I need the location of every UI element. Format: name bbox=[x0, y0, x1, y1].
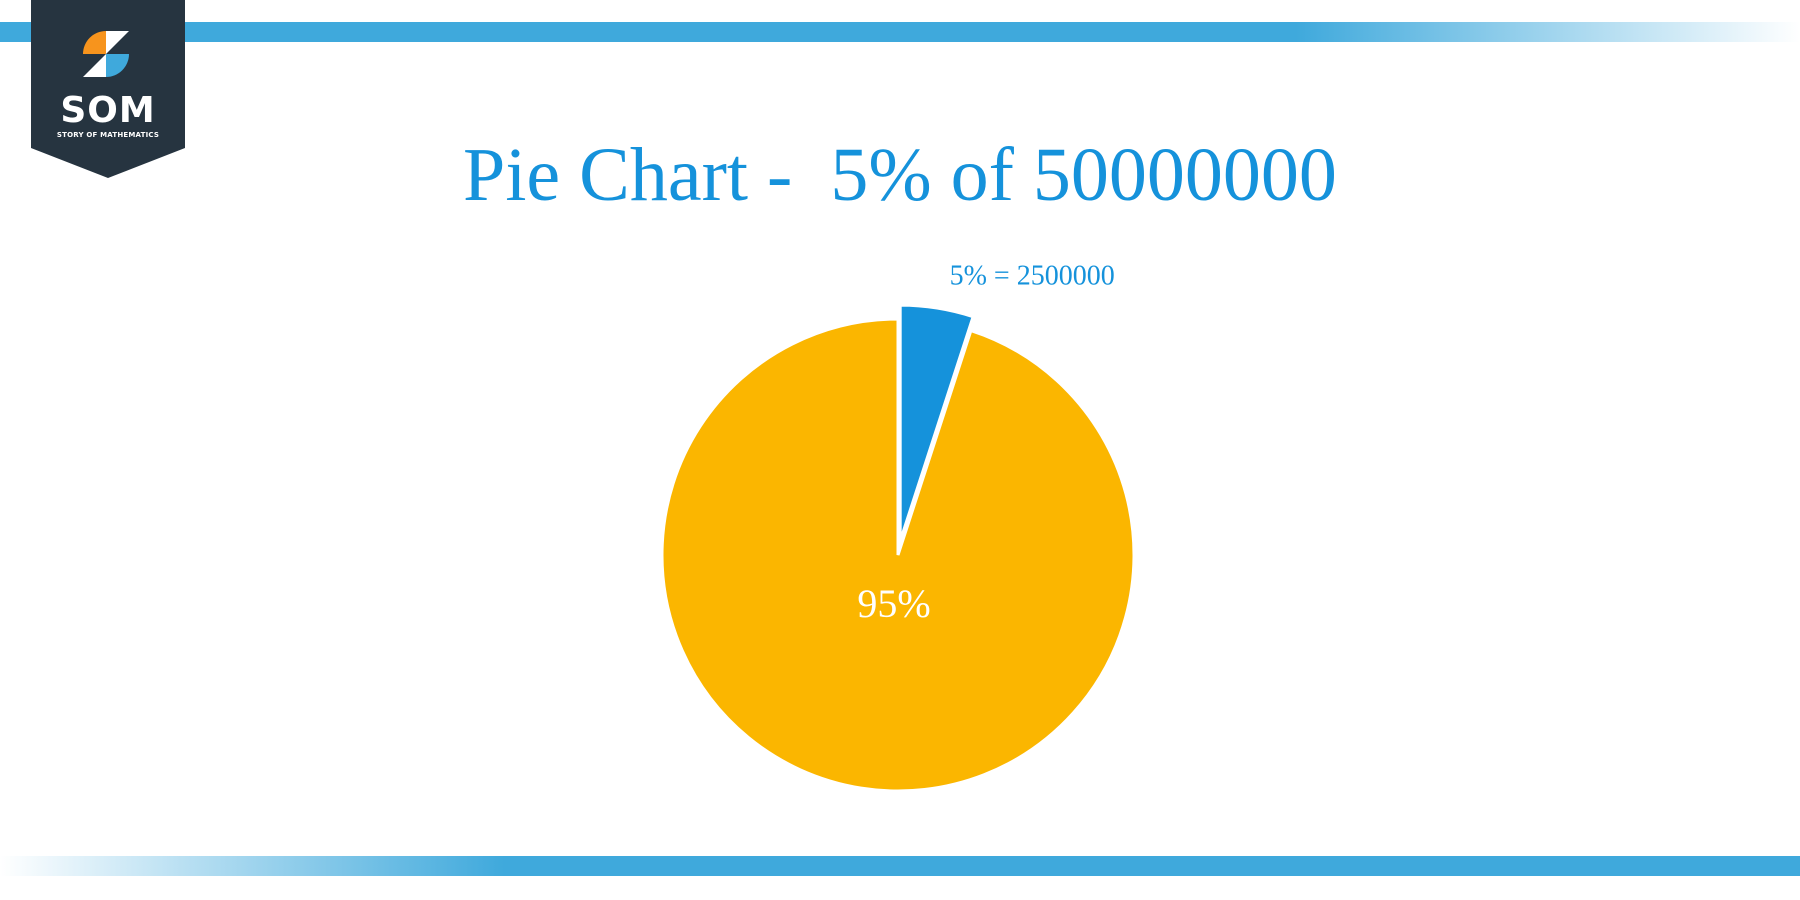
logo-wordmark: SOM bbox=[60, 90, 156, 131]
logo-tagline: STORY OF MATHEMATICS bbox=[56, 131, 160, 139]
chart-title: Pie Chart - 5% of 50000000 bbox=[463, 133, 1337, 217]
logo-mark-icon bbox=[83, 31, 129, 77]
slice-label-1: 95% bbox=[857, 581, 930, 626]
bottom-accent-bar bbox=[0, 856, 1800, 876]
logo-badge bbox=[31, 0, 185, 178]
som-logo bbox=[31, 0, 185, 178]
pie-slice-1 bbox=[660, 317, 1136, 793]
pie-slice-0 bbox=[898, 303, 976, 542]
top-accent-bar bbox=[0, 22, 1800, 42]
slice-label-0: 5% = 2500000 bbox=[950, 260, 1115, 291]
